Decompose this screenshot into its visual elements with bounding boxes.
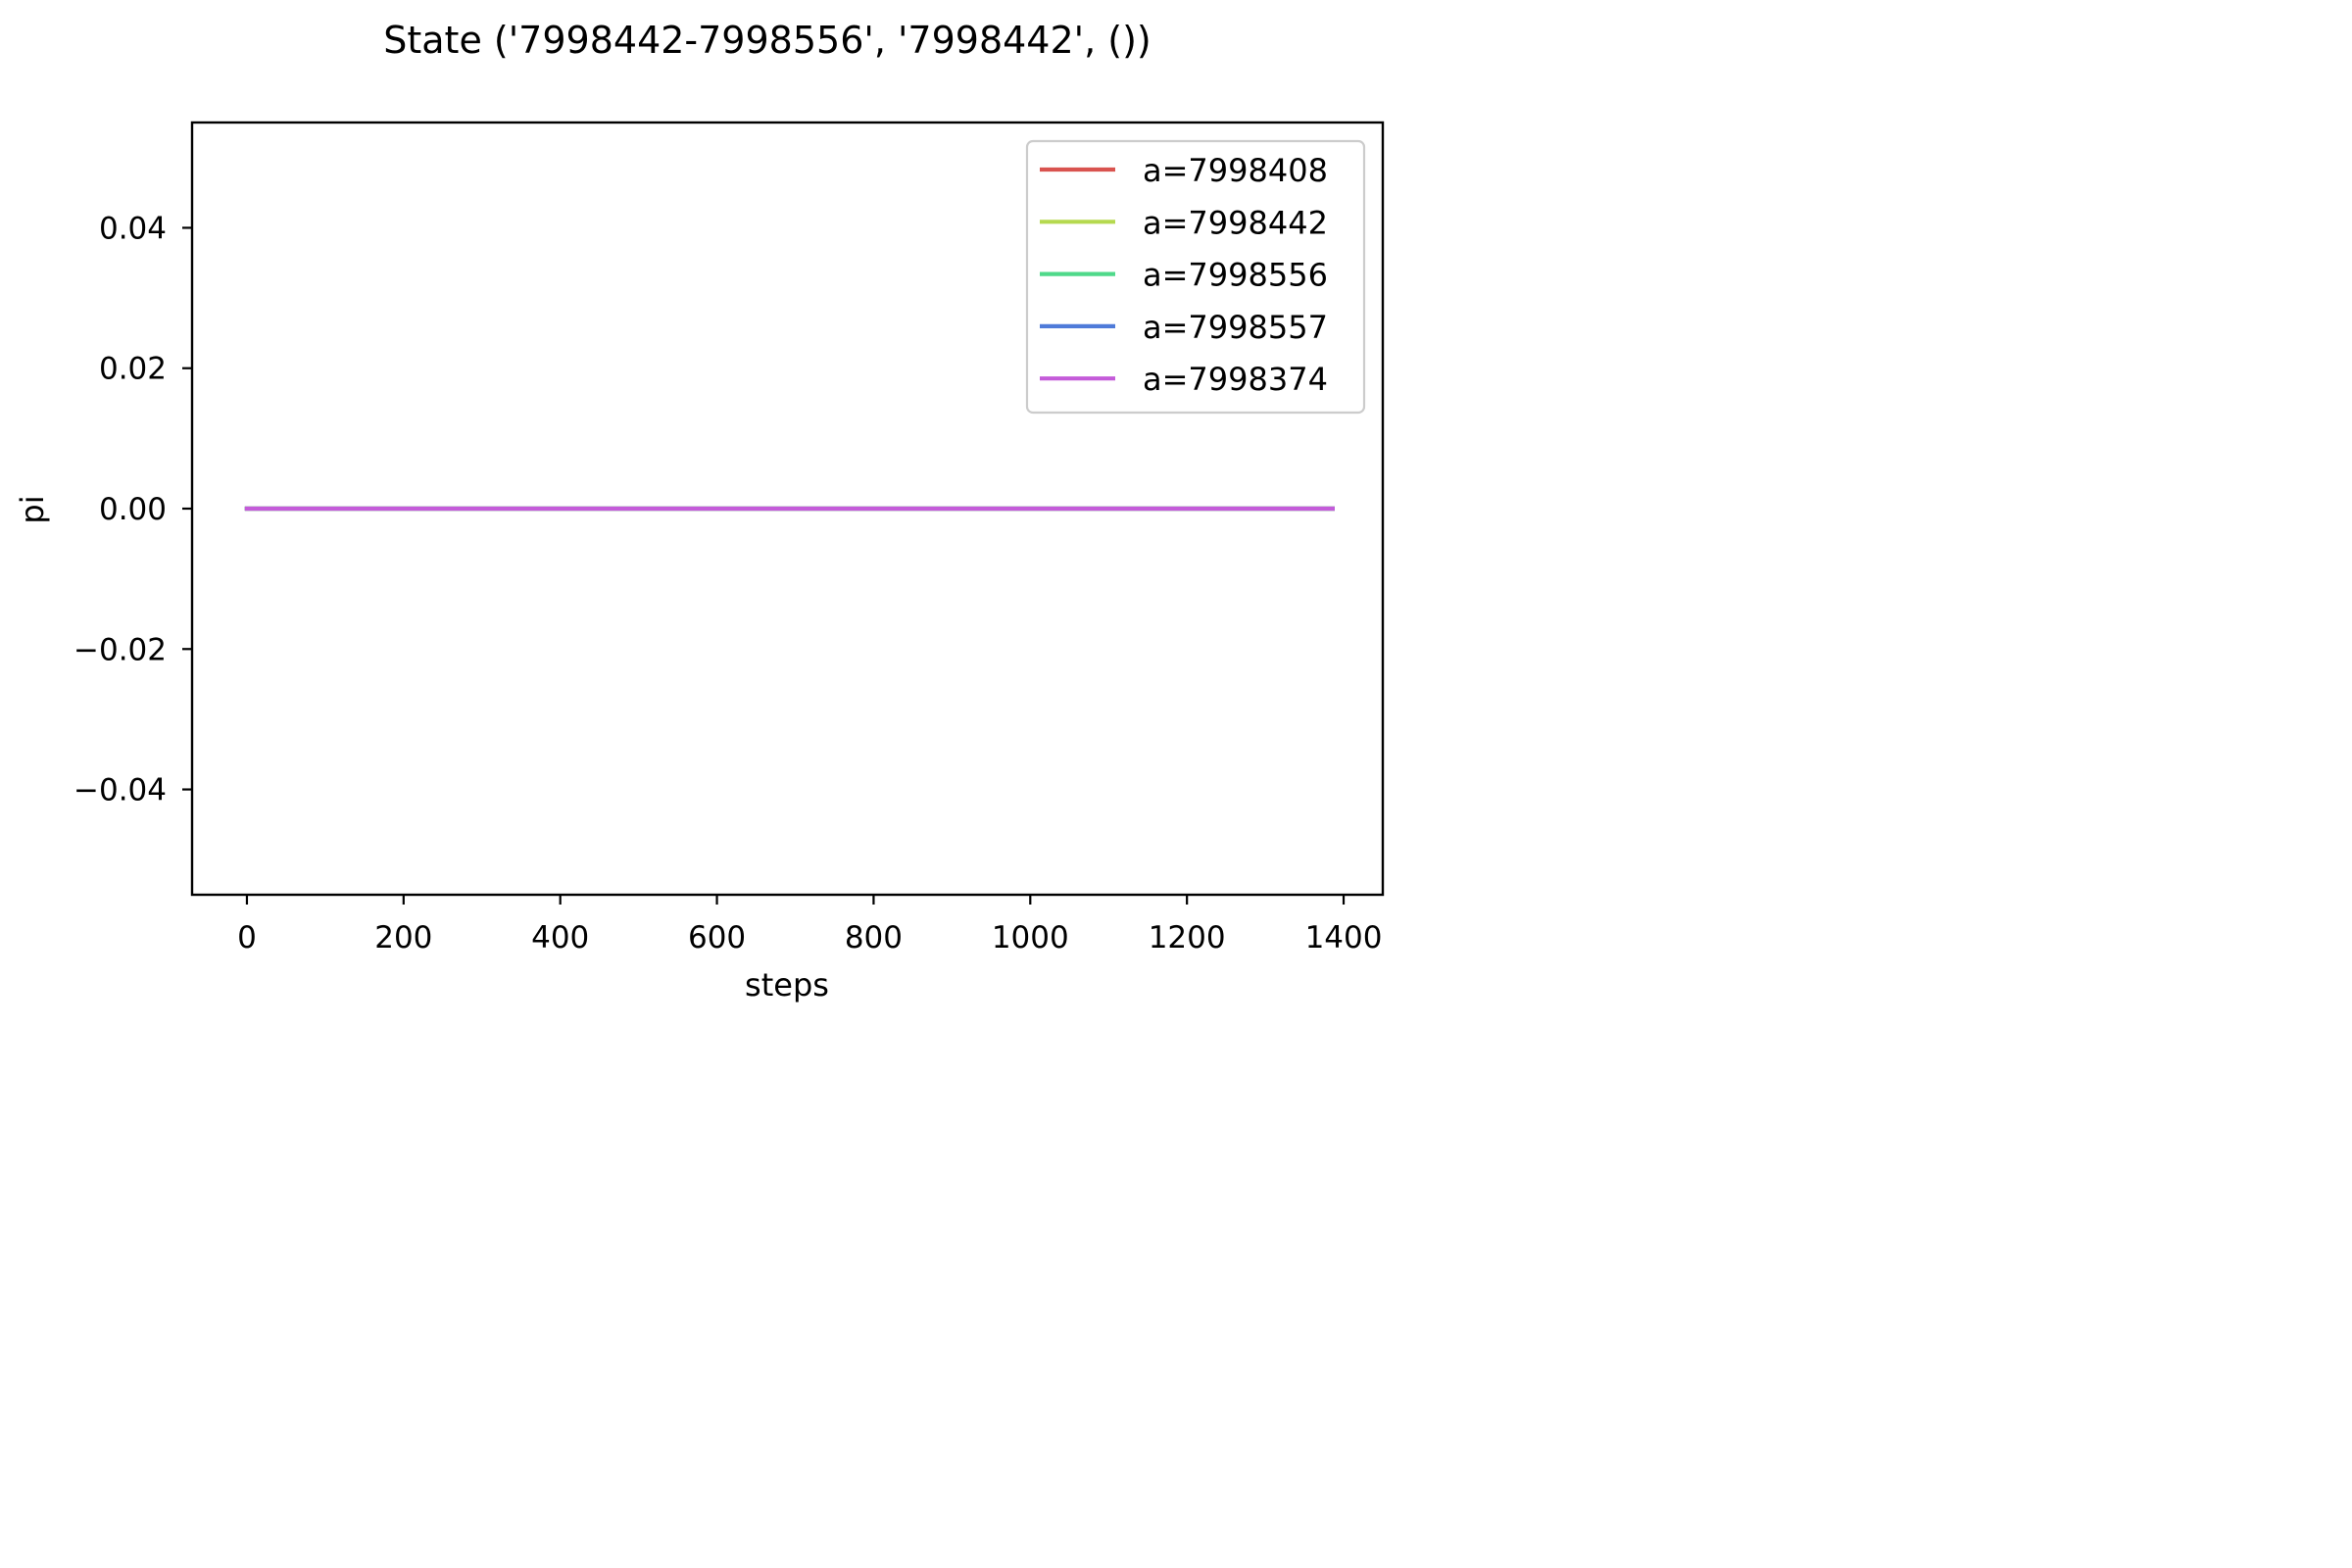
x-tick-label: 600 — [688, 920, 746, 956]
x-axis-ticks: 0 200 400 600 800 1000 1200 1400 — [237, 895, 1382, 956]
x-tick-label: 1400 — [1305, 920, 1383, 956]
legend-label: a=7998442 — [1143, 204, 1328, 241]
x-tick-label: 1200 — [1149, 920, 1226, 956]
y-axis-ticks: −0.04 −0.02 0.00 0.02 0.04 — [74, 211, 192, 808]
legend-frame — [1025, 139, 1366, 415]
legend-label: a=7998374 — [1143, 361, 1328, 398]
chart: State ('7998442-7998556', '7998442', ())… — [14, 19, 1385, 1004]
y-tick-label: 0.00 — [99, 492, 167, 527]
y-tick-label: −0.02 — [74, 632, 167, 667]
x-tick-label: 400 — [531, 920, 589, 956]
chart-title: State ('7998442-7998556', '7998442', ()) — [383, 19, 1152, 62]
x-tick-label: 800 — [845, 920, 903, 956]
legend-label: a=7998556 — [1143, 257, 1328, 294]
legend: a=7998408 a=7998442 a=7998556 a=7998557 a=79… — [1025, 139, 1366, 415]
y-tick-label: 0.02 — [99, 352, 167, 387]
y-axis-label: pi — [14, 495, 51, 523]
legend-label: a=7998408 — [1143, 152, 1328, 189]
y-tick-label: −0.04 — [74, 773, 167, 808]
legend-label: a=7998557 — [1143, 309, 1328, 346]
y-tick-label: 0.04 — [99, 211, 167, 246]
x-tick-label: 200 — [374, 920, 432, 956]
x-axis-label: steps — [745, 966, 829, 1004]
x-tick-label: 1000 — [992, 920, 1069, 956]
x-tick-label: 0 — [237, 920, 257, 956]
